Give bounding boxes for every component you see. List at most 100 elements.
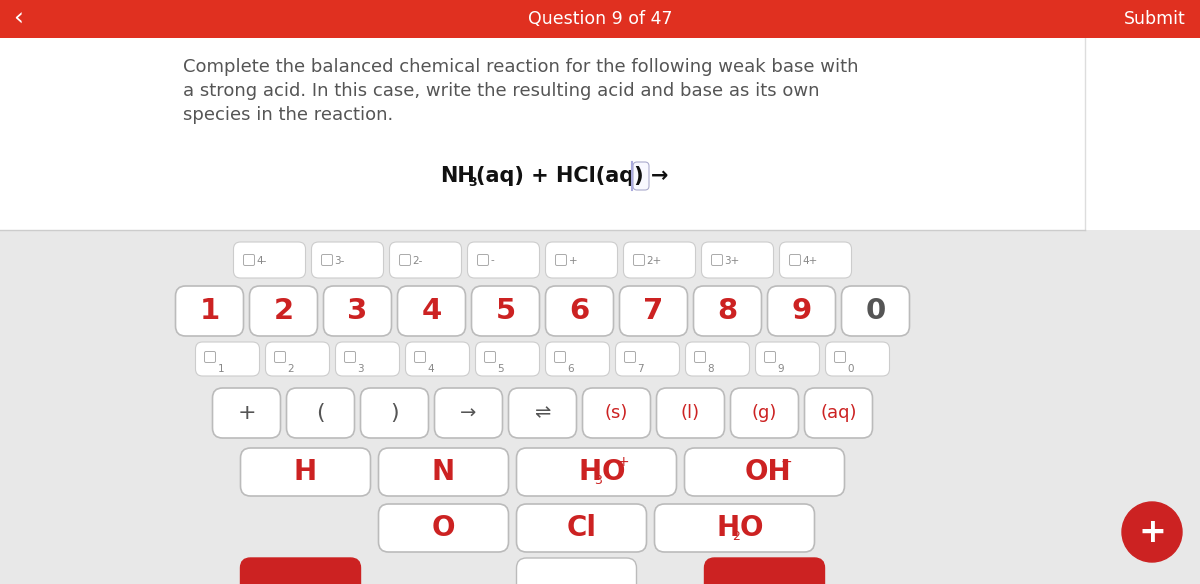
Text: 2: 2 — [732, 530, 740, 544]
Text: 5: 5 — [498, 363, 504, 374]
FancyBboxPatch shape — [378, 504, 509, 552]
FancyBboxPatch shape — [475, 342, 540, 376]
Text: species in the reaction.: species in the reaction. — [182, 106, 394, 124]
FancyBboxPatch shape — [322, 255, 332, 266]
Text: 4: 4 — [421, 297, 442, 325]
Text: -: - — [491, 256, 494, 266]
Text: O: O — [432, 514, 455, 542]
FancyBboxPatch shape — [712, 255, 722, 266]
FancyBboxPatch shape — [414, 352, 426, 363]
FancyBboxPatch shape — [554, 352, 565, 363]
FancyBboxPatch shape — [826, 342, 889, 376]
FancyBboxPatch shape — [378, 448, 509, 496]
Text: 7: 7 — [643, 297, 664, 325]
FancyBboxPatch shape — [790, 255, 800, 266]
FancyBboxPatch shape — [616, 342, 679, 376]
Text: OH: OH — [744, 458, 791, 486]
FancyBboxPatch shape — [434, 388, 503, 438]
Text: (: ( — [316, 403, 325, 423]
Text: H: H — [716, 514, 739, 542]
FancyBboxPatch shape — [704, 558, 824, 584]
Text: 3: 3 — [594, 474, 602, 488]
FancyBboxPatch shape — [204, 352, 216, 363]
FancyBboxPatch shape — [764, 352, 775, 363]
Text: 3: 3 — [468, 176, 476, 189]
FancyBboxPatch shape — [756, 342, 820, 376]
Text: 2: 2 — [288, 363, 294, 374]
FancyBboxPatch shape — [619, 286, 688, 336]
Text: O: O — [739, 514, 763, 542]
FancyBboxPatch shape — [684, 448, 845, 496]
FancyBboxPatch shape — [472, 286, 540, 336]
Bar — [0, 38, 1200, 230]
FancyBboxPatch shape — [556, 255, 566, 266]
FancyBboxPatch shape — [400, 255, 410, 266]
FancyBboxPatch shape — [780, 242, 852, 278]
Text: 8: 8 — [708, 363, 714, 374]
FancyBboxPatch shape — [546, 286, 613, 336]
Text: 4-: 4- — [257, 256, 266, 266]
FancyBboxPatch shape — [656, 388, 725, 438]
FancyBboxPatch shape — [240, 558, 360, 584]
FancyBboxPatch shape — [468, 242, 540, 278]
Text: +: + — [238, 403, 256, 423]
Bar — [0, 0, 1200, 38]
Text: →: → — [461, 404, 476, 422]
FancyBboxPatch shape — [275, 352, 286, 363]
FancyBboxPatch shape — [324, 286, 391, 336]
Text: 8: 8 — [718, 297, 738, 325]
Text: H: H — [294, 458, 317, 486]
Text: a strong acid. In this case, write the resulting acid and base as its own: a strong acid. In this case, write the r… — [182, 82, 820, 100]
Text: NH: NH — [440, 166, 475, 186]
FancyBboxPatch shape — [516, 504, 647, 552]
FancyBboxPatch shape — [695, 352, 706, 363]
Text: 7: 7 — [637, 363, 644, 374]
Text: 5: 5 — [496, 297, 516, 325]
FancyBboxPatch shape — [234, 242, 306, 278]
Text: 0: 0 — [847, 363, 854, 374]
Text: 9: 9 — [778, 363, 784, 374]
Text: 2+: 2+ — [647, 256, 661, 266]
FancyBboxPatch shape — [834, 352, 846, 363]
Text: (g): (g) — [752, 404, 778, 422]
Text: N: N — [432, 458, 455, 486]
Text: 3-: 3- — [335, 256, 344, 266]
Text: (aq) + HCl(aq) →: (aq) + HCl(aq) → — [476, 166, 668, 186]
Text: 1: 1 — [199, 297, 220, 325]
Text: ‹: ‹ — [13, 7, 23, 31]
Text: Complete the balanced chemical reaction for the following weak base with: Complete the balanced chemical reaction … — [182, 58, 858, 76]
FancyBboxPatch shape — [175, 286, 244, 336]
FancyBboxPatch shape — [694, 286, 762, 336]
FancyBboxPatch shape — [265, 342, 330, 376]
Text: 4+: 4+ — [803, 256, 817, 266]
FancyBboxPatch shape — [624, 352, 636, 363]
FancyBboxPatch shape — [287, 388, 354, 438]
Text: (s): (s) — [605, 404, 628, 422]
FancyBboxPatch shape — [731, 388, 798, 438]
FancyBboxPatch shape — [634, 255, 644, 266]
FancyBboxPatch shape — [804, 388, 872, 438]
FancyBboxPatch shape — [582, 388, 650, 438]
FancyBboxPatch shape — [196, 342, 259, 376]
FancyBboxPatch shape — [546, 342, 610, 376]
Text: 6: 6 — [568, 363, 574, 374]
FancyBboxPatch shape — [336, 342, 400, 376]
Text: (aq): (aq) — [821, 404, 857, 422]
FancyBboxPatch shape — [397, 286, 466, 336]
FancyBboxPatch shape — [478, 255, 488, 266]
Text: (l): (l) — [680, 404, 700, 422]
Text: 4: 4 — [427, 363, 434, 374]
Text: 0: 0 — [865, 297, 886, 325]
FancyBboxPatch shape — [634, 162, 649, 190]
FancyBboxPatch shape — [768, 286, 835, 336]
FancyBboxPatch shape — [244, 255, 254, 266]
FancyBboxPatch shape — [240, 448, 371, 496]
Text: H: H — [578, 458, 601, 486]
Text: Submit: Submit — [1124, 10, 1186, 28]
Text: 1: 1 — [217, 363, 224, 374]
FancyBboxPatch shape — [516, 448, 677, 496]
FancyBboxPatch shape — [250, 286, 318, 336]
FancyBboxPatch shape — [312, 242, 384, 278]
Text: 2-: 2- — [413, 256, 422, 266]
FancyBboxPatch shape — [406, 342, 469, 376]
